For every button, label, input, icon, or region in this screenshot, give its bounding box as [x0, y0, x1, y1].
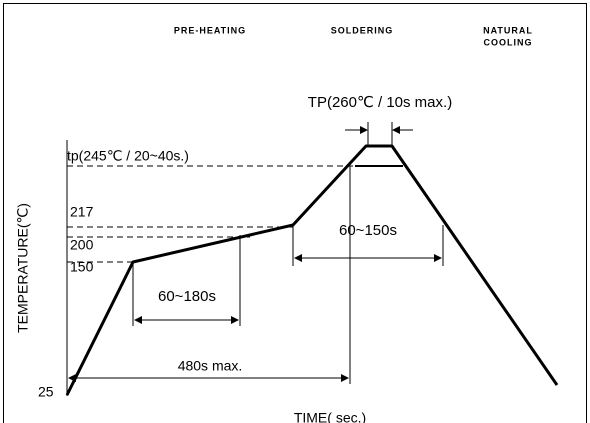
level-label: 150	[70, 259, 94, 275]
guides	[66, 122, 444, 396]
peak-label: TP(260℃ / 10s max.)	[308, 94, 452, 111]
x-axis-label: TIME( sec.)	[294, 410, 366, 423]
level-label: 200	[70, 237, 94, 253]
phase-label: NATURAL	[483, 25, 533, 35]
frame	[3, 3, 587, 423]
phase-label: PRE-HEATING	[174, 25, 246, 35]
phase-label: SOLDERING	[331, 25, 394, 35]
interval-label: 480s max.	[178, 358, 243, 374]
temperature-profile	[65, 144, 559, 396]
interval-label: 60~150s	[339, 222, 397, 239]
level-label: 25	[38, 384, 54, 400]
y-axis-label: TEMPERATURE(℃)	[15, 203, 31, 333]
phase-label: COOLING	[484, 37, 533, 47]
tp-label: tp(245℃ / 20~40s.)	[67, 148, 189, 164]
interval-label: 60~180s	[158, 288, 216, 305]
level-label: 217	[70, 204, 94, 220]
